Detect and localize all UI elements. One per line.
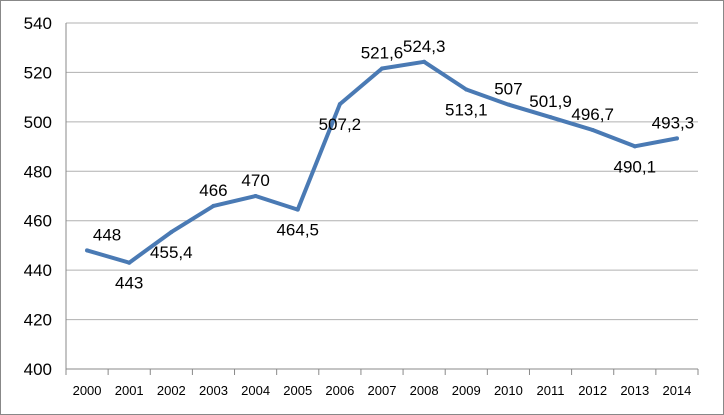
x-tick-label-2004: 2004 [241, 383, 270, 398]
data-point-2012 [590, 128, 595, 133]
data-label-2003: 466 [199, 181, 227, 200]
x-tick-label-2012: 2012 [578, 383, 607, 398]
y-tick-label-400: 400 [24, 360, 52, 379]
y-tick-label-540: 540 [24, 14, 52, 33]
data-label-2014: 493,3 [652, 113, 695, 132]
data-point-2003 [211, 203, 216, 208]
data-point-2008 [422, 59, 427, 64]
data-point-2014 [674, 136, 679, 141]
data-label-2013: 490,1 [614, 157, 657, 176]
x-tick-label-2009: 2009 [452, 383, 481, 398]
data-point-2007 [380, 66, 384, 71]
data-point-2002 [169, 230, 174, 235]
data-label-2007: 521,6 [361, 43, 404, 62]
data-label-2011: 501,9 [529, 92, 572, 111]
data-label-2004: 470 [241, 171, 269, 190]
x-tick-label-2014: 2014 [662, 383, 691, 398]
data-label-2006: 507,2 [319, 115, 362, 134]
data-label-2009: 513,1 [445, 100, 488, 119]
series-line [85, 59, 679, 265]
data-label-2010: 507 [494, 80, 522, 99]
data-label-2008: 524,3 [403, 37, 446, 56]
data-point-2013 [632, 144, 637, 149]
x-tick-label-2002: 2002 [157, 383, 186, 398]
data-point-2004 [253, 194, 258, 198]
data-label-2005: 464,5 [276, 221, 319, 240]
data-point-2009 [464, 87, 469, 92]
x-tick-label-2013: 2013 [620, 383, 649, 398]
y-tick-label-500: 500 [24, 113, 52, 132]
x-tick-label-2011: 2011 [537, 383, 565, 398]
data-point-2011 [548, 115, 553, 120]
y-tick-label-520: 520 [24, 63, 52, 82]
data-label-2012: 496,7 [571, 105, 614, 124]
data-label-2002: 455,4 [150, 243, 193, 262]
y-tick-label-440: 440 [24, 261, 52, 280]
x-tick-label-2005: 2005 [283, 383, 312, 398]
y-tick-label-460: 460 [24, 212, 52, 231]
y-tick-label-420: 420 [24, 311, 52, 330]
x-tick-label-2007: 2007 [368, 383, 397, 398]
x-tick-label-2003: 2003 [199, 383, 228, 398]
data-point-2006 [337, 102, 342, 107]
data-point-2000 [85, 248, 90, 253]
x-tick-label-2001: 2001 [115, 383, 144, 398]
data-point-2001 [127, 260, 132, 265]
x-tick-label-2006: 2006 [325, 383, 354, 398]
x-tick-label-2008: 2008 [410, 383, 439, 398]
data-label-2001: 443 [115, 274, 143, 293]
data-label-2000: 448 [93, 225, 121, 244]
x-tick-label-2000: 2000 [73, 383, 102, 398]
y-tick-label-480: 480 [24, 162, 52, 181]
data-point-2005 [295, 207, 300, 212]
data-point-2010 [506, 102, 511, 107]
x-tick-label-2010: 2010 [494, 383, 523, 398]
